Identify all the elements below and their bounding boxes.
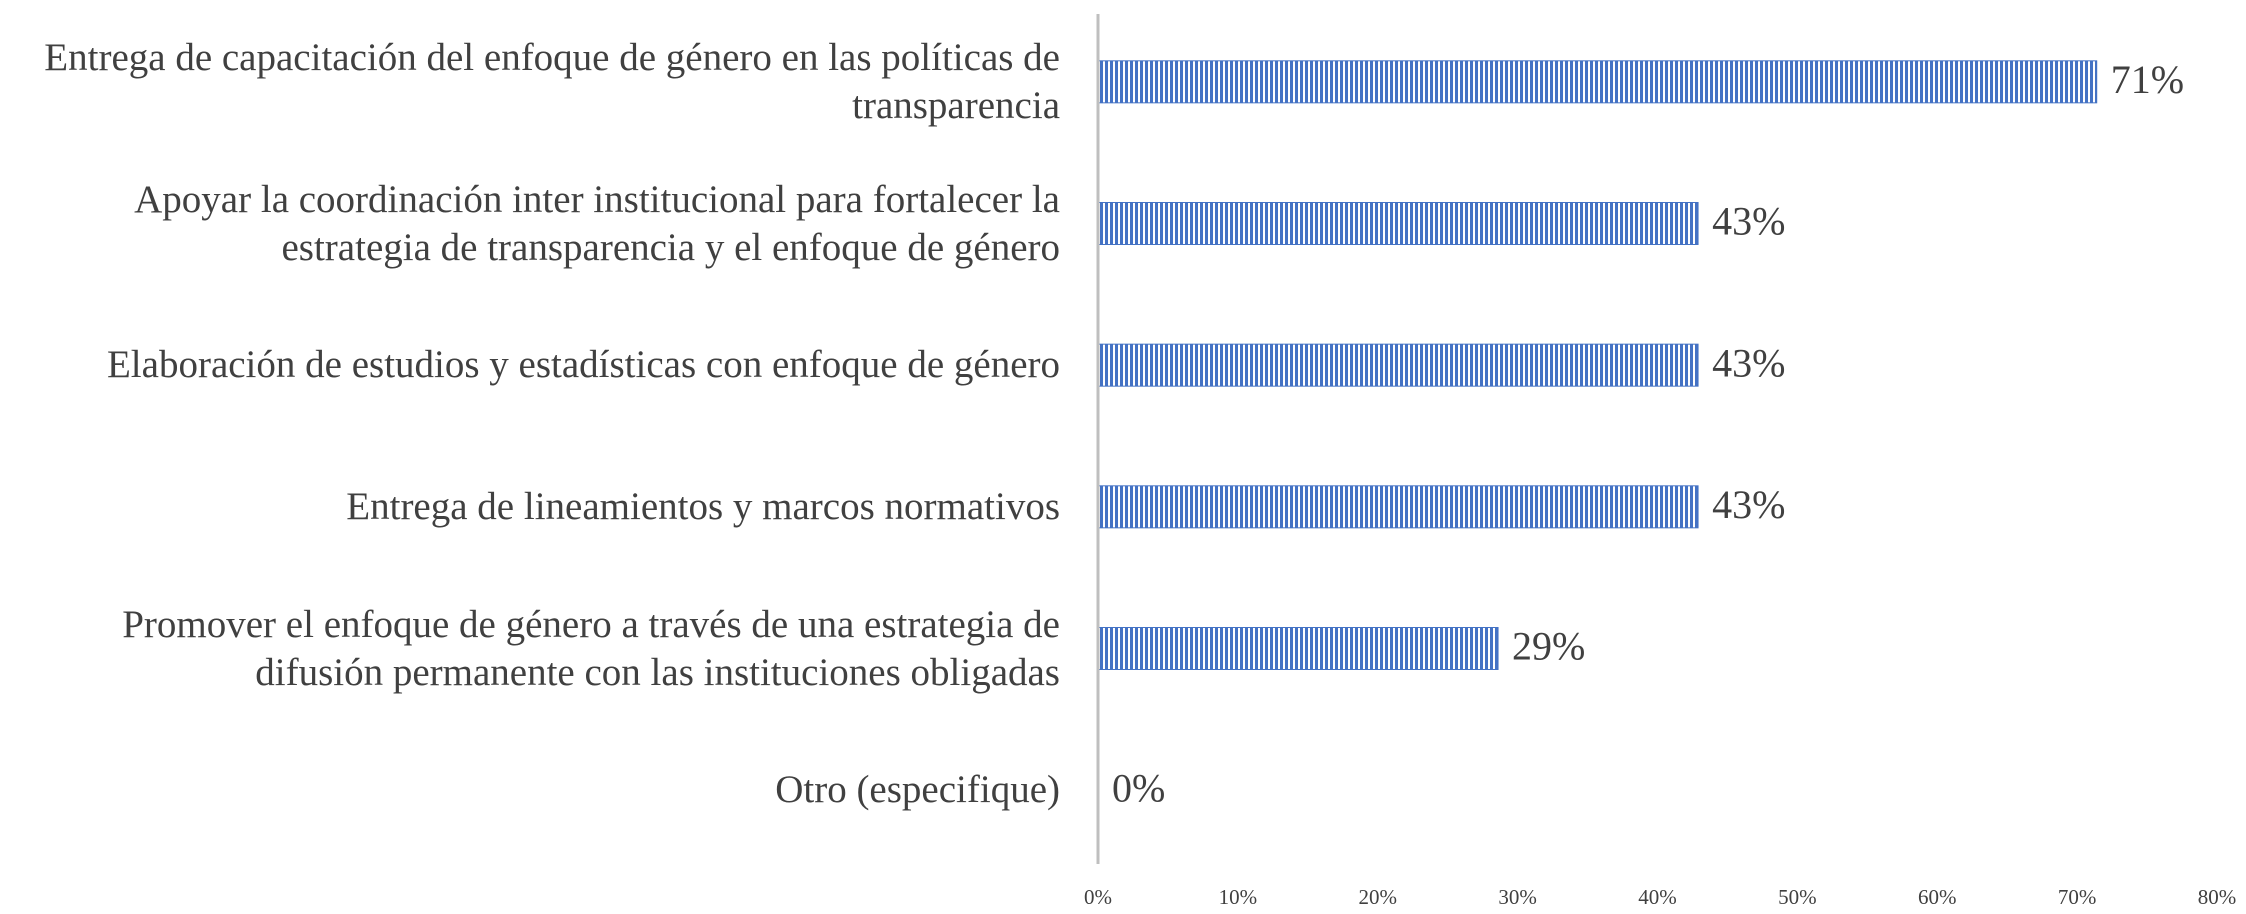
value-label: 43% <box>1712 199 1785 244</box>
category-label: Apoyar la coordinación inter institucion… <box>134 177 1060 269</box>
bar <box>1097 343 1699 387</box>
value-label: 43% <box>1712 340 1785 385</box>
x-tick-label: 50% <box>1778 885 1817 909</box>
category-label: Entrega de lineamientos y marcos normati… <box>346 484 1060 528</box>
x-tick-label: 10% <box>1219 885 1258 909</box>
x-tick-label: 80% <box>2198 885 2237 909</box>
value-label: 71% <box>2111 57 2184 102</box>
x-tick-label: 0% <box>1084 885 1112 909</box>
category-label: Elaboración de estudios y estadísticas c… <box>106 343 1060 387</box>
value-label: 0% <box>1112 765 1165 810</box>
x-tick-label: 60% <box>1918 885 1957 909</box>
value-label: 43% <box>1712 482 1785 527</box>
value-label: 29% <box>1512 624 1585 669</box>
x-tick-label: 30% <box>1498 885 1537 909</box>
bar <box>1097 60 2098 104</box>
x-tick-label: 70% <box>2058 885 2097 909</box>
category-label: Promover el enfoque de género a través d… <box>122 602 1060 694</box>
bar <box>1097 485 1699 529</box>
x-tick-label: 20% <box>1359 885 1398 909</box>
x-tick-label: 40% <box>1638 885 1677 909</box>
category-label: Otro (especifique) <box>775 768 1060 812</box>
category-label: Entrega de capacitación del enfoque de g… <box>44 35 1060 127</box>
bar <box>1097 202 1699 245</box>
bar <box>1097 627 1499 670</box>
